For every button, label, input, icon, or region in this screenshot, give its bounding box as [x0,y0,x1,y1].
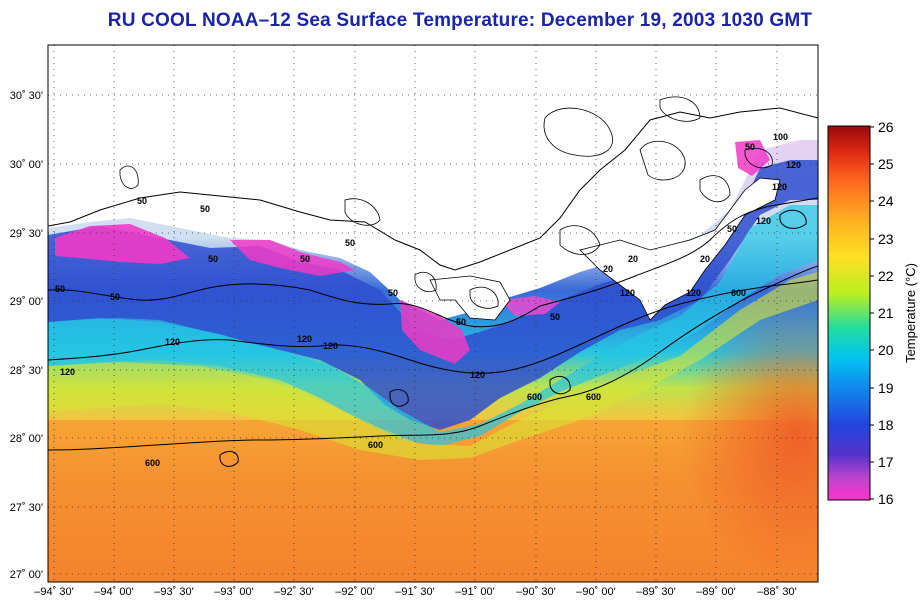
isobath-label: 600 [731,288,746,298]
lon-label: –94˚ 00' [94,586,133,598]
colorbar-tick-label: 22 [878,268,894,284]
latitude-labels: 30˚ 30' 30˚ 00' 29˚ 30' 29˚ 00' 28˚ 30' … [10,90,43,581]
colorbar-label: Temperature (°C) [903,263,918,363]
longitude-labels: –94˚ 30' –94˚ 00' –93˚ 30' –93˚ 00' –92˚… [34,586,796,598]
lat-label: 29˚ 00' [10,296,43,308]
isobath-label: 20 [603,264,613,274]
colorbar-tick-label: 21 [878,305,894,321]
isobath-label: 50 [345,238,355,248]
isobath-label: 50 [208,254,218,264]
isobath-120 [48,279,818,374]
lon-label: –91˚ 30' [395,586,434,598]
isobath-label: 120 [686,288,701,298]
magenta-patch-delta [500,296,560,316]
lat-label: 30˚ 30' [10,90,43,102]
lon-label: –93˚ 30' [154,586,193,598]
isobath-label: 50 [110,292,120,302]
colorbar-tick-label: 24 [878,193,894,209]
lat-label: 29˚ 30' [10,228,43,240]
land-delta [579,177,781,321]
map-title: RU COOL NOAA–12 Sea Surface Temperature:… [107,10,813,31]
isobath-label: 120 [297,334,312,344]
isobath-label: 120 [772,182,787,192]
isobath-label: 50 [456,317,466,327]
cyan-transition [48,205,818,446]
colorbar-tick-label: 23 [878,231,894,247]
lat-label: 30˚ 00' [10,159,43,171]
isobath-label: 120 [60,367,75,377]
colorbar-tick-label: 20 [878,342,894,358]
isobath-label: 100 [773,132,788,142]
land-louisiana-coast [48,45,818,271]
magenta-patch-west [55,224,190,264]
isobath-label: 600 [145,458,160,468]
colorbar-scale [827,125,871,501]
isobath-label: 20 [628,254,638,264]
magenta-patch-central [230,240,355,276]
isobath-label: 600 [527,392,542,402]
isobath-label: 120 [323,341,338,351]
isobath-600 [48,265,818,451]
colorbar-tick-label: 18 [878,417,894,433]
lon-label: –88˚ 30' [757,586,796,598]
coastline-details [119,96,773,309]
isobath-label: 120 [786,160,801,170]
lat-label: 28˚ 30' [10,365,43,377]
lon-label: –92˚ 30' [274,586,313,598]
lon-label: –89˚ 30' [636,586,675,598]
isobath-label: 20 [700,254,710,264]
isobath-label: 50 [300,254,310,264]
lat-label: 27˚ 00' [10,569,43,581]
sst-map: 50 50 50 50 50 50 50 50 50 50 50 50 120 … [48,45,818,582]
isobath-label: 50 [137,196,147,206]
colorbar-tick-labels: 26 25 24 23 22 21 20 19 18 17 16 [878,119,894,507]
isobath-label: 120 [470,370,485,380]
colorbar-tick-label: 25 [878,156,894,172]
yellow-band [48,272,818,460]
lon-label: –92˚ 00' [335,586,374,598]
isobath-label: 120 [756,216,771,226]
isobath-label: 120 [165,337,180,347]
magenta-patch-bay [400,300,470,364]
isobath-labels: 50 50 50 50 50 50 50 50 50 50 50 50 120 … [55,132,801,468]
lon-label: –94˚ 30' [34,586,73,598]
isobath-label: 50 [745,142,755,152]
isobath-label: 50 [388,288,398,298]
colorbar-tick-label: 19 [878,380,894,396]
land-marsh-west [110,198,360,244]
map-border [47,44,819,583]
colorbar-tick-label: 26 [878,119,894,135]
isobath-label: 120 [620,288,635,298]
isobaths [48,197,818,467]
isobath-label: 50 [550,312,560,322]
lon-label: –91˚ 00' [455,586,494,598]
isobath-label: 50 [55,284,65,294]
lon-label: –89˚ 00' [696,586,735,598]
isobath-50 [48,197,818,328]
isobath-label: 50 [200,204,210,214]
graticule [48,45,818,582]
colorbar-tick-label: 17 [878,454,894,470]
colorbar-ticks [870,126,874,500]
lat-label: 28˚ 00' [10,433,43,445]
lat-label: 27˚ 30' [10,502,43,514]
lon-label: –93˚ 00' [214,586,253,598]
isobath-label: 600 [368,440,383,450]
colorbar: 26 25 24 23 22 21 20 19 18 17 16 Tempera… [827,119,918,507]
colorbar-tick-label: 16 [878,491,894,507]
isobath-label: 50 [727,224,737,234]
lon-label: –90˚ 00' [576,586,615,598]
isobath-label: 600 [586,392,601,402]
lon-label: –90˚ 30' [516,586,555,598]
